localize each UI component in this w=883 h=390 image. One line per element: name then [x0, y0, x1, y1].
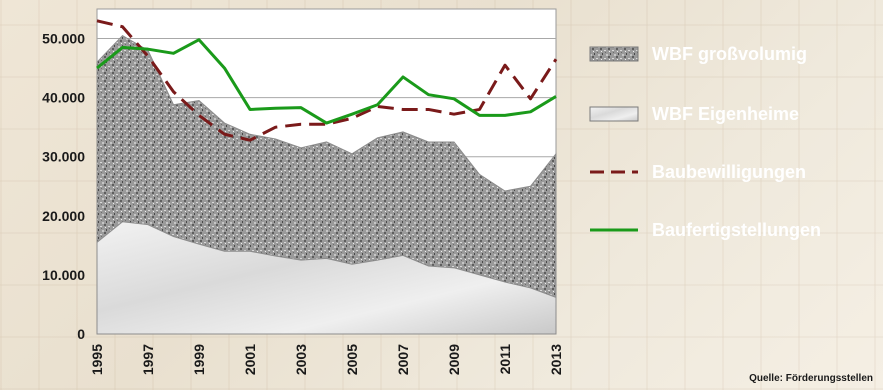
x-tick-label: 2009: [446, 344, 462, 375]
legend-swatch: [589, 106, 639, 122]
area-series: [96, 34, 557, 335]
x-tick-label: 1997: [140, 344, 156, 375]
x-tick-label: 1999: [191, 344, 207, 375]
y-tick-label: 20.000: [42, 208, 85, 224]
line-baufertigstellungen: [96, 38, 557, 125]
legend-swatch: [589, 46, 639, 62]
legend: WBF großvolumig WBF Eigenheime Baubewillig…: [589, 44, 821, 240]
line-baubewilligungen: [96, 19, 558, 142]
x-tick-label: 2013: [548, 344, 564, 375]
line-series: [96, 19, 558, 142]
x-tick-label: 2003: [293, 344, 309, 375]
x-tick-label: 2005: [344, 344, 360, 375]
area-wbf-eigenheime: [96, 221, 557, 335]
x-tick-label: 2001: [242, 344, 258, 375]
x-axis: 1995 1997 1999 2001 2003 2005 2007 2009 2011 2013: [89, 344, 564, 375]
y-tick-label: 10.000: [42, 267, 85, 283]
y-tick-label: 0: [77, 326, 85, 342]
x-tick-label: 2007: [395, 344, 411, 375]
x-tick-label: 2011: [497, 344, 513, 375]
y-axis: 0 10.000 20.000 30.000 40.000 50.000: [42, 31, 85, 342]
y-tick-label: 30.000: [42, 149, 85, 165]
x-tick-label: 1995: [89, 344, 105, 375]
legend-label: WBF großvolumig: [652, 44, 807, 64]
legend-label: Baubewilligungen: [652, 162, 806, 182]
y-tick-label: 50.000: [42, 31, 85, 47]
y-tick-label: 40.000: [42, 90, 85, 106]
legend-label: WBF Eigenheime: [652, 104, 799, 124]
source-note: Quelle: Förderungsstellen: [749, 373, 873, 384]
legend-label: Baufertigstellungen: [652, 220, 821, 240]
